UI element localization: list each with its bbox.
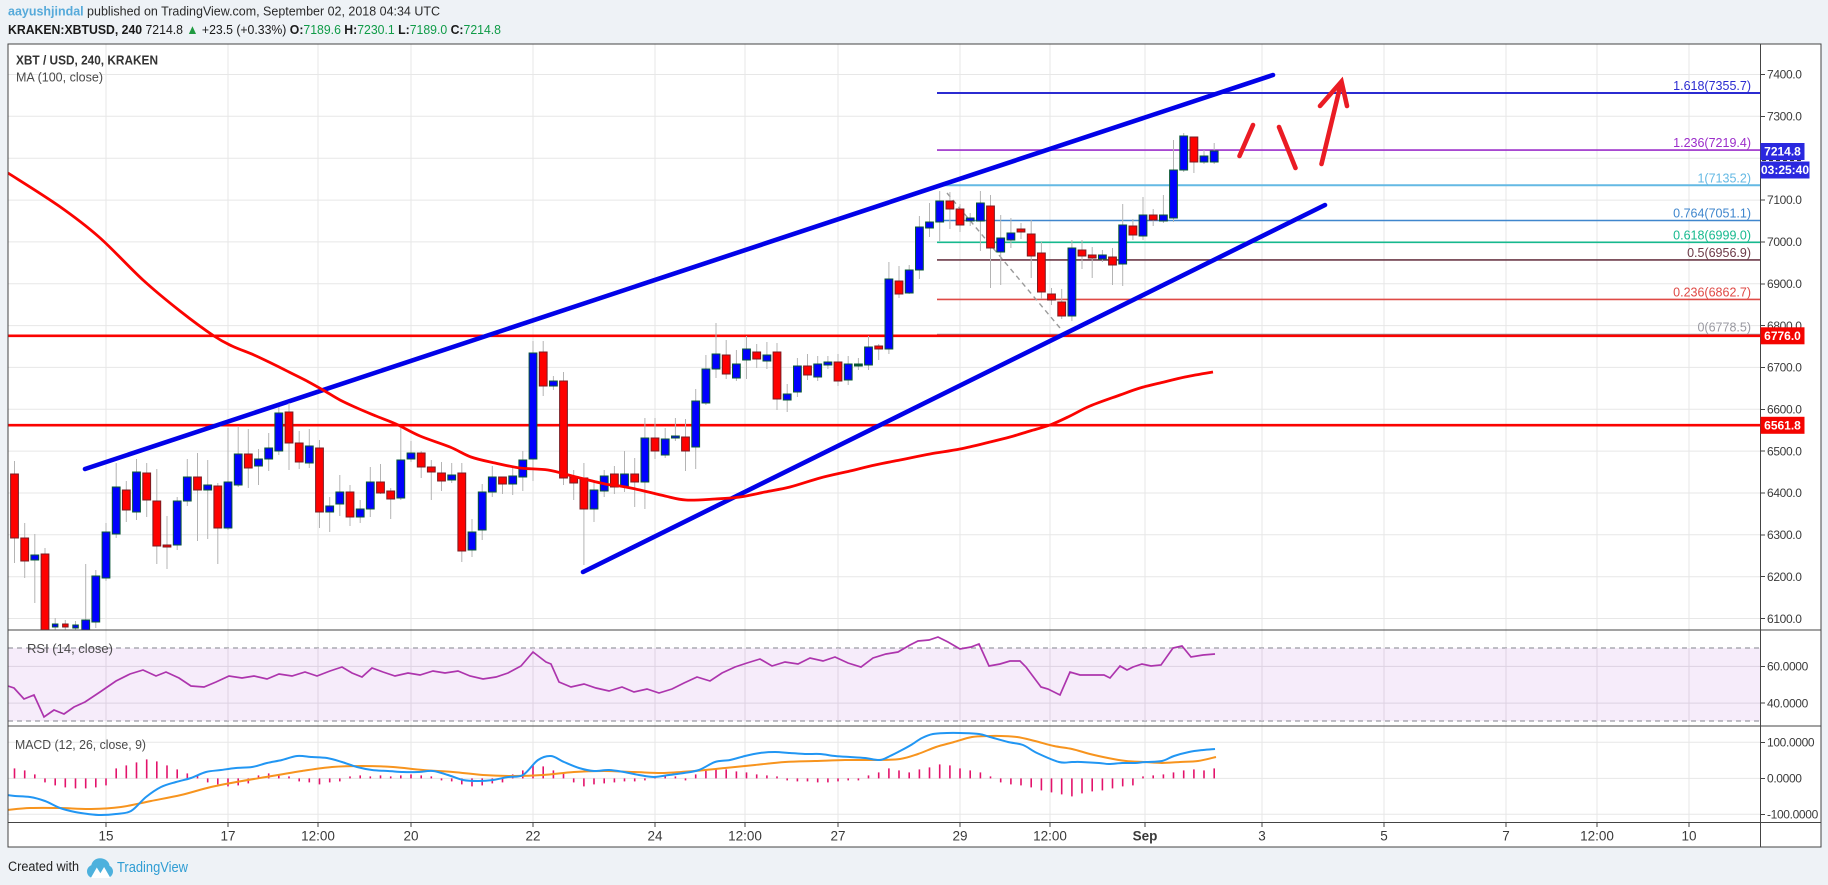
svg-text:15: 15 — [98, 829, 113, 844]
svg-text:22: 22 — [525, 829, 540, 844]
svg-text:1.236(7219.4): 1.236(7219.4) — [1673, 136, 1751, 150]
svg-text:5: 5 — [1380, 829, 1388, 844]
svg-text:7: 7 — [1502, 829, 1510, 844]
svg-text:7100.0: 7100.0 — [1767, 193, 1802, 207]
svg-text:100.0000: 100.0000 — [1767, 736, 1815, 750]
svg-text:7000.0: 7000.0 — [1767, 235, 1802, 249]
svg-text:1(7135.2): 1(7135.2) — [1697, 171, 1751, 185]
svg-text:03:25:40: 03:25:40 — [1761, 163, 1809, 177]
svg-text:6200.0: 6200.0 — [1767, 570, 1802, 584]
svg-text:17: 17 — [220, 829, 235, 844]
svg-text:3: 3 — [1258, 829, 1266, 844]
svg-text:6400.0: 6400.0 — [1767, 486, 1802, 500]
svg-text:0.5(6956.9): 0.5(6956.9) — [1687, 246, 1751, 260]
svg-text:KRAKEN:XBTUSD, 240 7214.8 ▲ +: KRAKEN:XBTUSD, 240 7214.8 ▲ +23.5 (+0.33… — [8, 22, 501, 37]
svg-text:29: 29 — [952, 829, 967, 844]
svg-text:1.618(7355.7): 1.618(7355.7) — [1673, 79, 1751, 93]
svg-text:-100.0000: -100.0000 — [1767, 808, 1819, 822]
svg-text:0.618(6999.0): 0.618(6999.0) — [1673, 228, 1751, 242]
svg-text:Created with: Created with — [8, 859, 79, 874]
svg-text:40.0000: 40.0000 — [1767, 696, 1809, 710]
svg-text:TradingView: TradingView — [117, 860, 188, 876]
svg-text:6900.0: 6900.0 — [1767, 277, 1802, 291]
svg-text:0.236(6862.7): 0.236(6862.7) — [1673, 285, 1751, 299]
svg-text:60.0000: 60.0000 — [1767, 660, 1809, 674]
svg-text:6561.8: 6561.8 — [1764, 419, 1801, 433]
svg-text:10: 10 — [1681, 829, 1696, 844]
svg-text:24: 24 — [647, 829, 663, 844]
svg-text:12:00: 12:00 — [1580, 829, 1614, 844]
svg-text:7300.0: 7300.0 — [1767, 110, 1802, 124]
svg-text:aayushjindal published on Trad: aayushjindal published on TradingView.co… — [8, 4, 440, 19]
svg-text:6600.0: 6600.0 — [1767, 403, 1802, 417]
svg-text:6100.0: 6100.0 — [1767, 612, 1802, 626]
svg-text:Sep: Sep — [1133, 829, 1158, 844]
svg-text:0(6778.5): 0(6778.5) — [1697, 321, 1751, 335]
svg-text:6776.0: 6776.0 — [1764, 329, 1801, 343]
svg-text:XBT / USD, 240, KRAKEN: XBT / USD, 240, KRAKEN — [16, 53, 158, 68]
svg-text:6500.0: 6500.0 — [1767, 444, 1802, 458]
svg-text:6700.0: 6700.0 — [1767, 361, 1802, 375]
svg-text:MACD (12, 26, close, 9): MACD (12, 26, close, 9) — [15, 738, 146, 752]
svg-text:RSI (14, close): RSI (14, close) — [27, 642, 113, 656]
svg-text:0.764(7051.1): 0.764(7051.1) — [1673, 207, 1751, 221]
svg-text:7214.8: 7214.8 — [1764, 145, 1801, 159]
svg-text:20: 20 — [403, 829, 418, 844]
svg-text:6300.0: 6300.0 — [1767, 528, 1802, 542]
svg-text:27: 27 — [830, 829, 845, 844]
svg-text:12:00: 12:00 — [301, 829, 335, 844]
svg-text:12:00: 12:00 — [728, 829, 762, 844]
svg-text:7400.0: 7400.0 — [1767, 68, 1802, 82]
svg-text:0.0000: 0.0000 — [1767, 772, 1802, 786]
svg-text:12:00: 12:00 — [1033, 829, 1067, 844]
svg-text:MA (100, close): MA (100, close) — [16, 71, 103, 85]
